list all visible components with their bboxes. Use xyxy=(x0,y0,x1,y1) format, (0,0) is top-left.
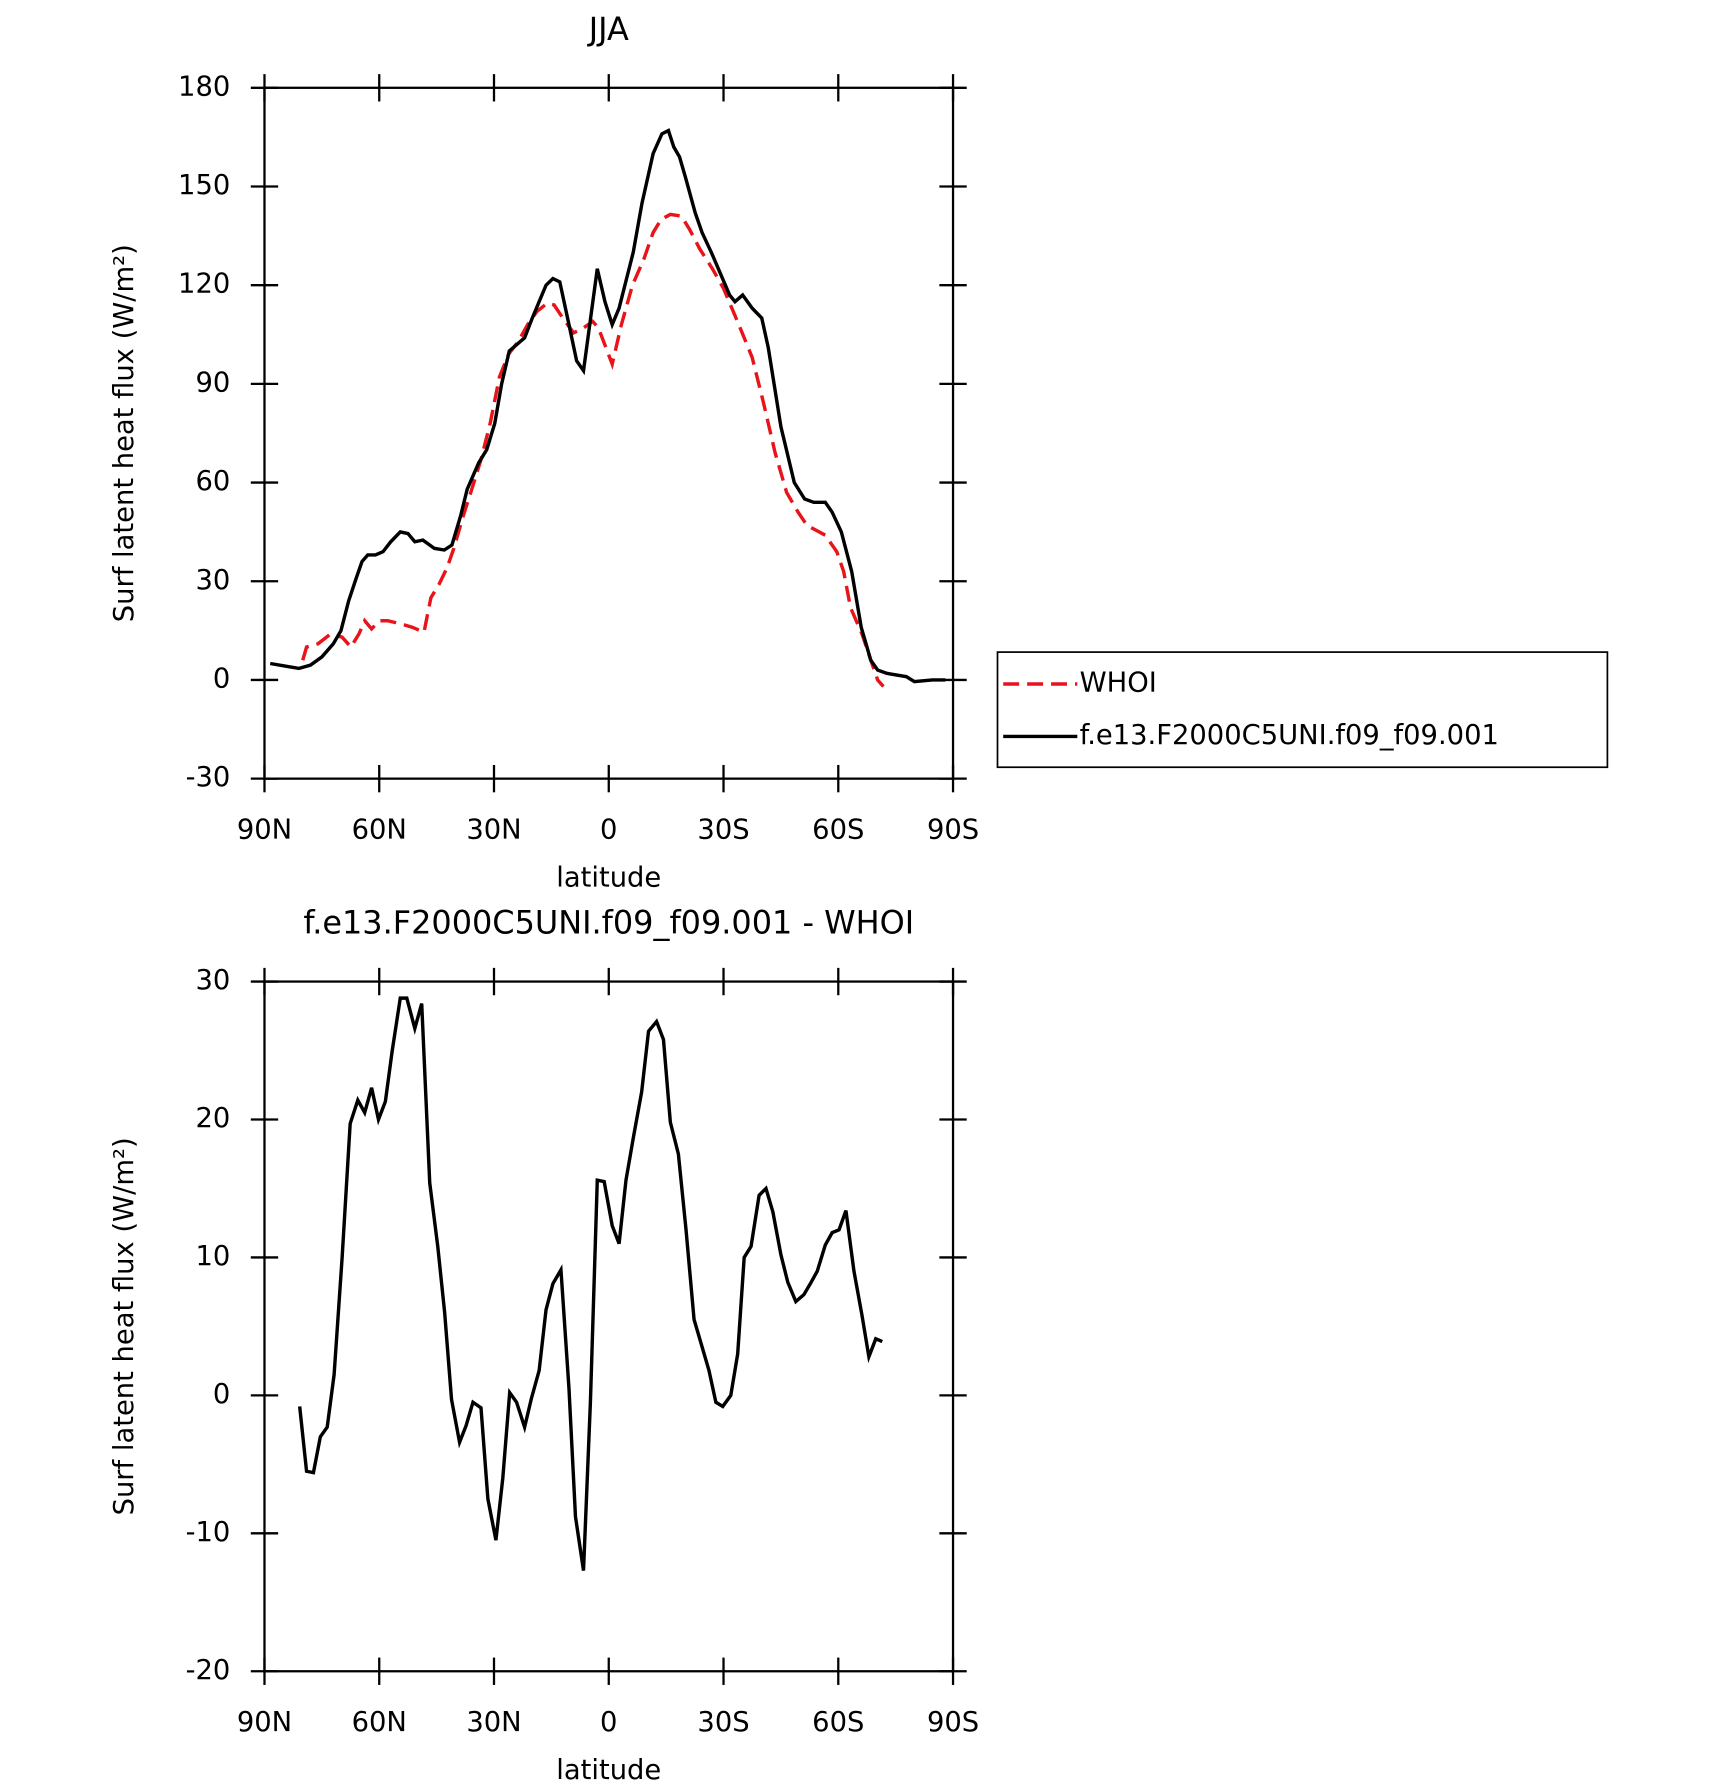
y-tick-label: 10 xyxy=(195,1241,230,1272)
x-tick-label: 0 xyxy=(600,815,617,846)
y-tick-label: 0 xyxy=(213,1379,230,1410)
legend-label: f.e13.F2000C5UNI.f09_f09.001 xyxy=(1080,720,1499,751)
x-axis-label: latitude xyxy=(556,862,661,893)
x-tick-label: 60N xyxy=(352,1707,407,1738)
y-tick-label: 0 xyxy=(213,663,230,694)
x-tick-label: 90S xyxy=(927,1707,979,1738)
legend-label: WHOI xyxy=(1080,668,1157,699)
x-tick-label: 0 xyxy=(600,1707,617,1738)
plot-frame xyxy=(263,980,955,1673)
y-axis-label: Surf latent heat flux (W/m²) xyxy=(109,244,140,622)
y-tick-label: 90 xyxy=(195,367,230,398)
x-tick-label: 30N xyxy=(466,1707,521,1738)
y-tick-label: -10 xyxy=(186,1517,231,1548)
x-tick-label: 30S xyxy=(697,1707,749,1738)
y-axis-label: Surf latent heat flux (W/m²) xyxy=(109,1137,140,1515)
x-tick-label: 60N xyxy=(352,815,407,846)
x-tick-label: 30S xyxy=(697,815,749,846)
legend-box xyxy=(996,651,1609,769)
y-tick-label: 30 xyxy=(195,565,230,596)
x-tick-label: 30N xyxy=(466,815,521,846)
chart-title: JJA xyxy=(587,10,629,48)
y-tick-label: 120 xyxy=(178,269,230,300)
plot-frame xyxy=(263,86,955,780)
y-tick-label: -30 xyxy=(186,762,231,793)
chart-title: f.e13.F2000C5UNI.f09_f09.001 - WHOI xyxy=(303,904,914,942)
y-tick-label: 60 xyxy=(195,466,230,497)
y-tick-label: 150 xyxy=(178,170,230,201)
x-tick-label: 90S xyxy=(927,815,979,846)
y-tick-label: 180 xyxy=(178,71,230,102)
data-line xyxy=(269,128,946,684)
x-tick-label: 90N xyxy=(237,815,292,846)
data-line xyxy=(297,996,883,1571)
data-line xyxy=(301,212,885,688)
y-tick-label: 20 xyxy=(195,1103,230,1134)
x-tick-label: 90N xyxy=(237,1707,292,1738)
x-axis-label: latitude xyxy=(556,1755,661,1783)
x-tick-label: 60S xyxy=(812,1707,864,1738)
y-tick-label: -20 xyxy=(186,1655,231,1686)
x-tick-label: 60S xyxy=(812,815,864,846)
y-tick-label: 30 xyxy=(195,965,230,996)
